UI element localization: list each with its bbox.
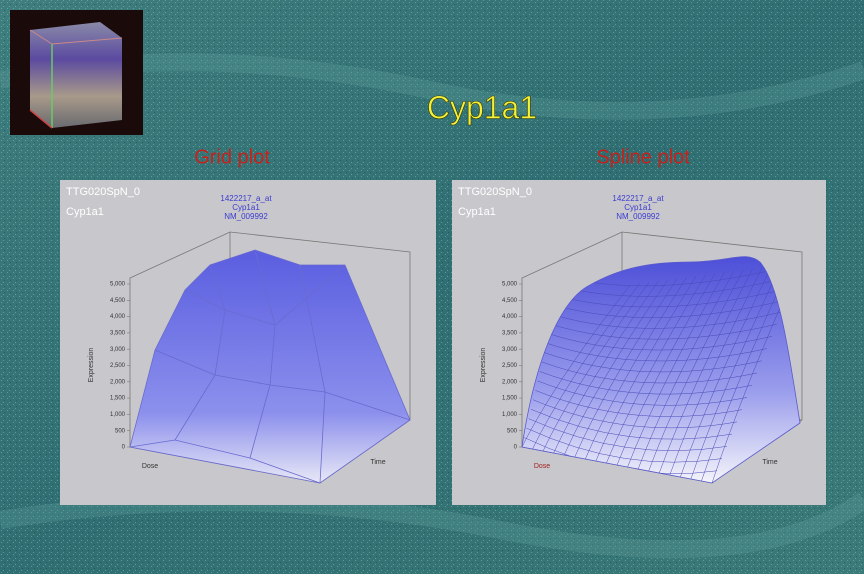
probe: NM_009992	[224, 212, 268, 221]
y-tick-label: 500	[507, 428, 518, 434]
y-tick-label: 4,500	[502, 298, 518, 304]
dataset: TTG020SpN_0	[458, 186, 532, 198]
thumbnail	[10, 10, 143, 135]
z-axis-label: Time	[370, 459, 385, 466]
probe: Cyp1a1	[624, 203, 652, 212]
y-tick-label: 5,000	[502, 282, 518, 288]
y-tick-label: 2,500	[110, 363, 126, 369]
panel-heading: Grid plot	[194, 146, 270, 168]
y-tick-label: 5,000	[110, 282, 126, 288]
z-axis-label: Time	[762, 459, 777, 466]
y-tick-label: 3,000	[502, 347, 518, 353]
x-axis-label: Dose	[534, 463, 550, 470]
y-tick-label: 2,000	[110, 379, 126, 385]
y-tick-label: 3,500	[110, 330, 126, 336]
y-tick-label: 1,000	[502, 412, 518, 418]
probe: NM_009992	[616, 212, 660, 221]
y-tick-label: 4,000	[502, 314, 518, 320]
probe: 1422217_a_at	[220, 194, 272, 203]
y-axis-label: Expression	[480, 348, 487, 383]
y-tick-label: 2,500	[502, 363, 518, 369]
y-tick-label: 1,000	[110, 412, 126, 418]
panel: Spline plot TTG020SpN_0 Cyp1a1 1422217_a…	[452, 146, 826, 505]
slide-title: Cyp1a1	[427, 89, 537, 125]
y-tick-label: 4,000	[110, 314, 126, 320]
probe: Cyp1a1	[232, 203, 260, 212]
y-tick-label: 500	[115, 428, 126, 434]
y-tick-label: 4,500	[110, 298, 126, 304]
y-axis-label: Expression	[88, 348, 95, 383]
y-tick-label: 2,000	[502, 379, 518, 385]
y-tick-label: 3,000	[110, 347, 126, 353]
probe: 1422217_a_at	[612, 194, 664, 203]
y-tick-label: 1,500	[110, 396, 126, 402]
gene: Cyp1a1	[458, 206, 496, 218]
gene: Cyp1a1	[66, 206, 104, 218]
dataset: TTG020SpN_0	[66, 186, 140, 198]
y-tick-label: 3,500	[502, 330, 518, 336]
slide: Cyp1a1 Grid plot TTG020SpN_0 Cyp1a1 1422…	[0, 0, 864, 574]
panel: Grid plot TTG020SpN_0 Cyp1a1 1422217_a_a…	[60, 146, 436, 505]
page: Cyp1a1 Grid plot TTG020SpN_0 Cyp1a1 1422…	[0, 0, 864, 574]
x-axis-label: Dose	[142, 463, 158, 470]
y-tick-label: 1,500	[502, 396, 518, 402]
panel-heading: Spline plot	[596, 146, 690, 168]
